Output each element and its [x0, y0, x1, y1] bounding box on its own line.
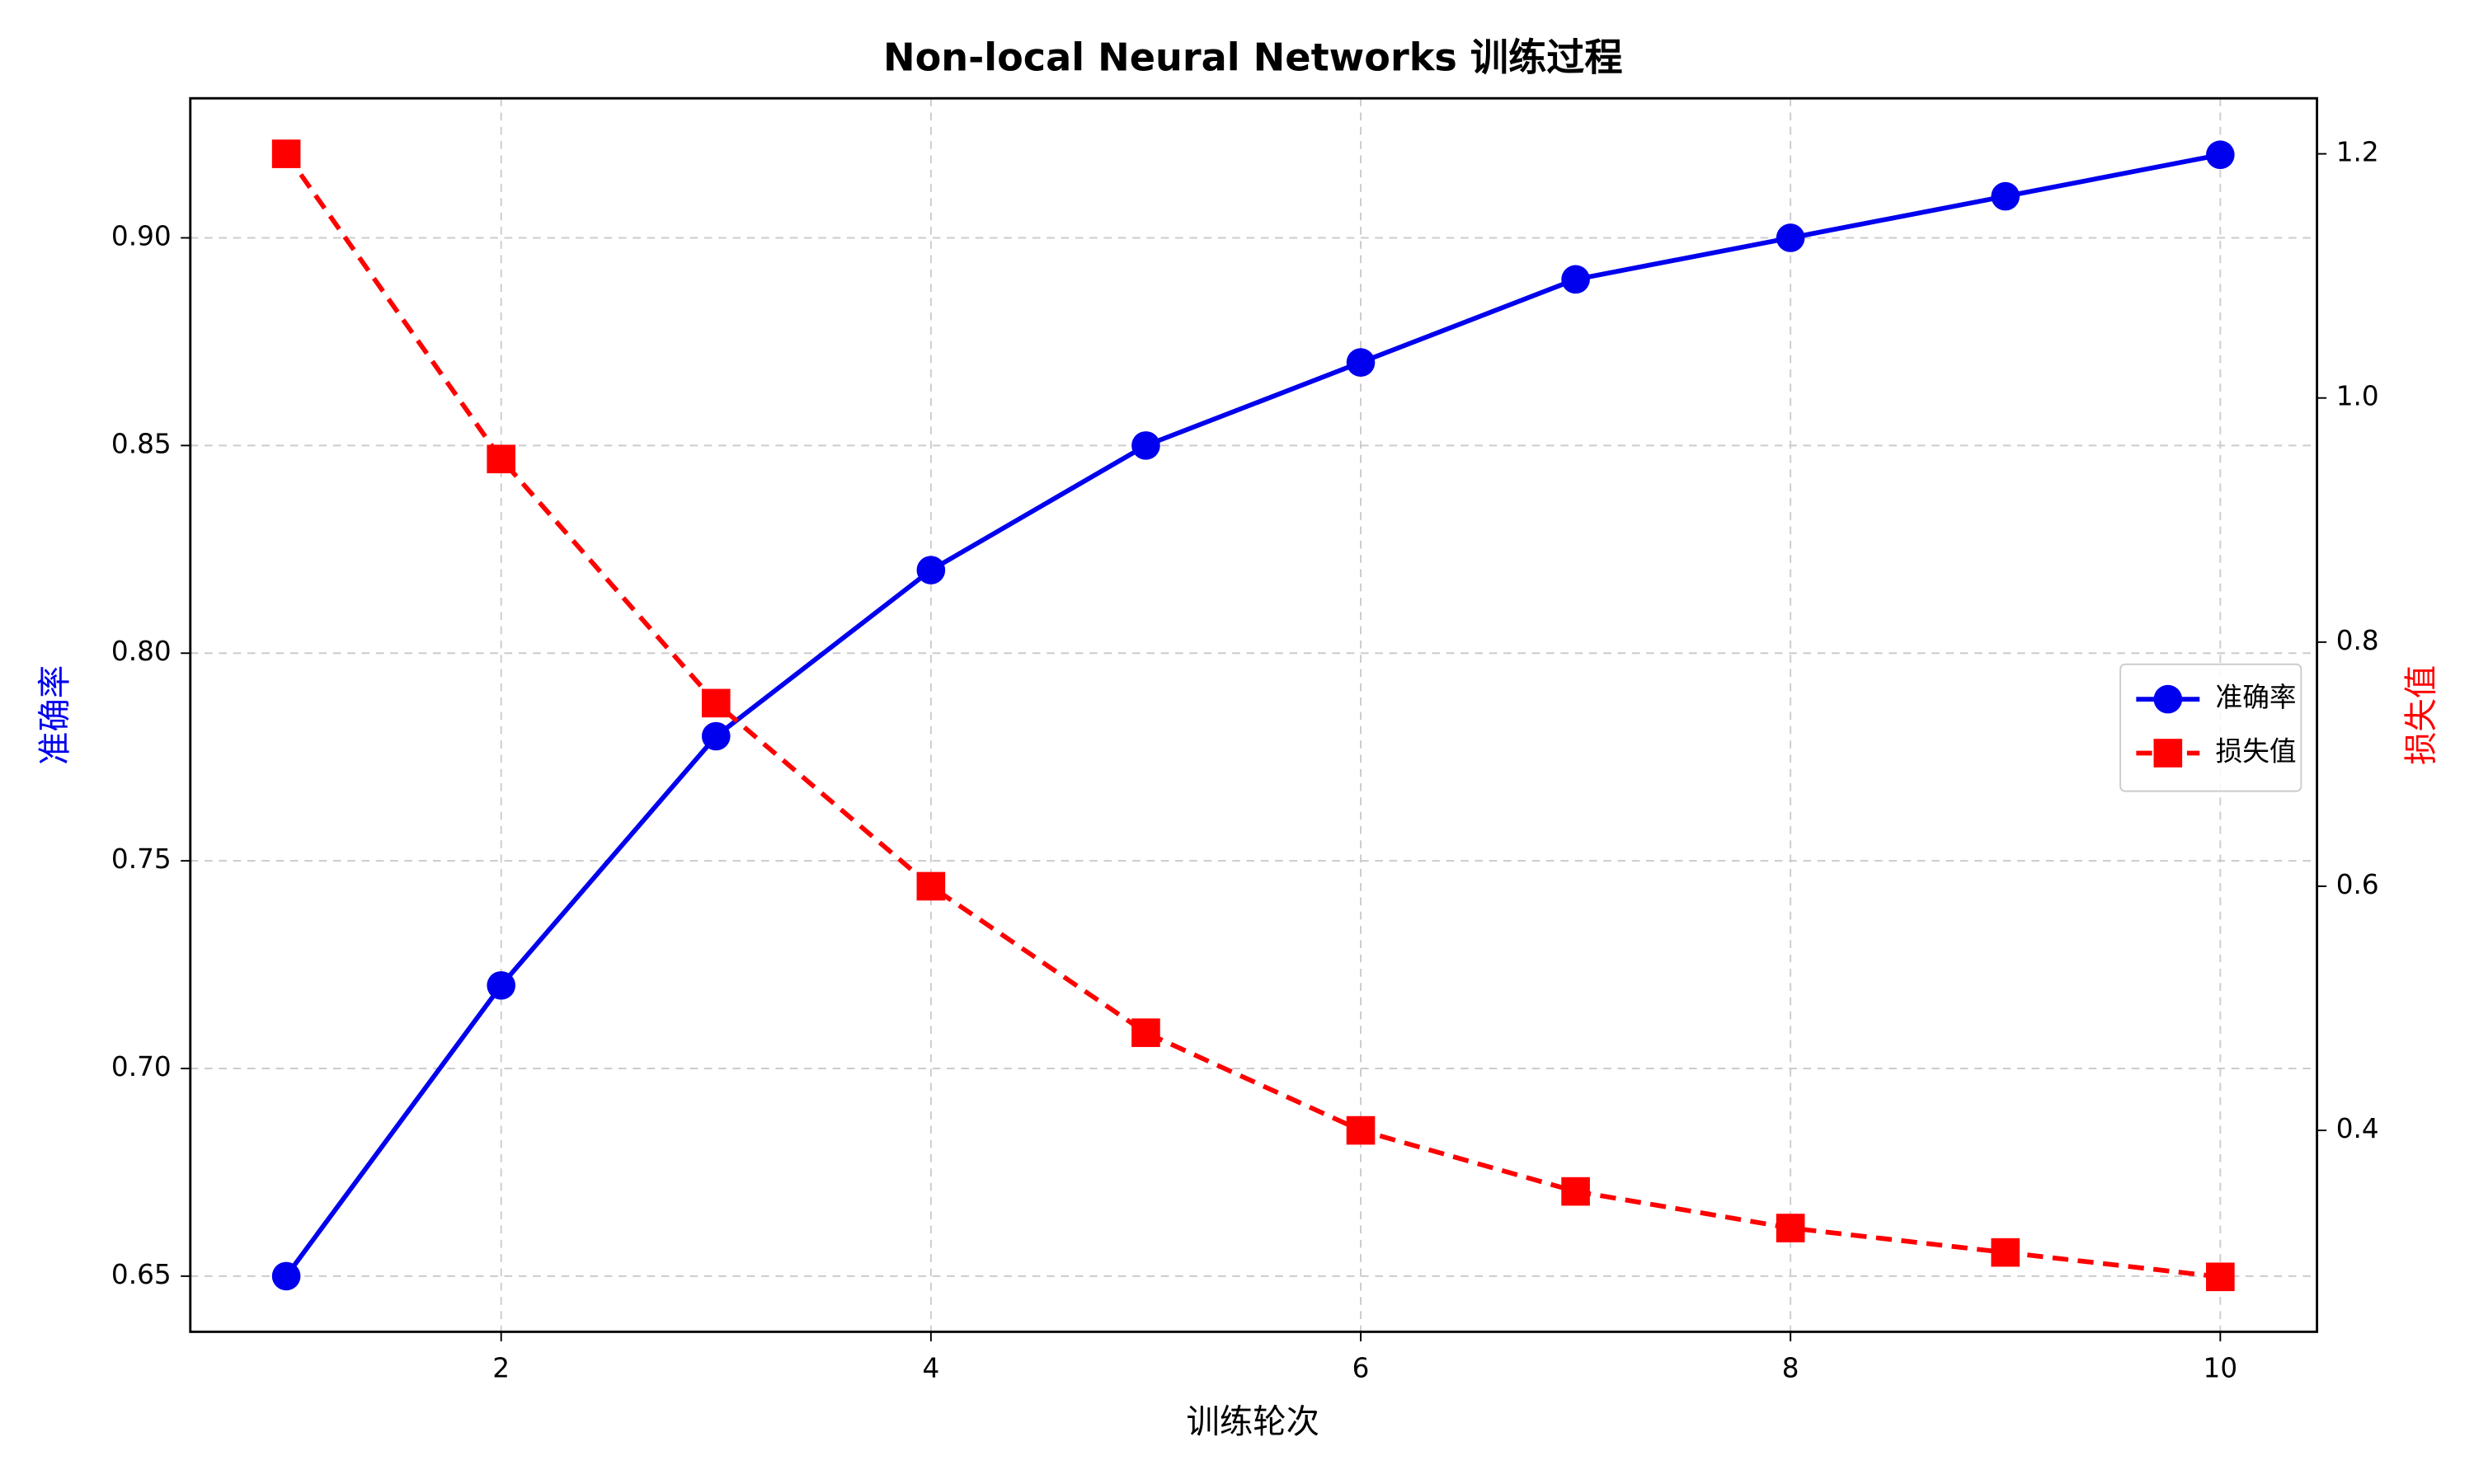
marker [2206, 1262, 2235, 1292]
marker [701, 721, 731, 751]
marker [1346, 348, 1376, 377]
series-line [284, 152, 2221, 1278]
marker [1561, 1176, 1590, 1206]
marker [1776, 223, 1805, 252]
marker [271, 1261, 301, 1291]
x-tick-label: 6 [1352, 1353, 1370, 1384]
y2-tick-label: 0.6 [2336, 869, 2379, 900]
marker [916, 871, 946, 901]
marker [1131, 431, 1160, 460]
y-axis-label: 准确率 [35, 665, 74, 765]
marker [487, 444, 516, 474]
marker [1561, 265, 1590, 294]
y2-tick-label: 0.8 [2336, 625, 2379, 656]
marker [1776, 1214, 1805, 1242]
plot-frame [189, 96, 2319, 1333]
legend-label: 损失值 [2216, 735, 2297, 767]
y-tick-label: 0.85 [111, 428, 172, 459]
marker [1991, 181, 2020, 211]
marker [916, 556, 946, 585]
y2-axis-label: 损失值 [2401, 665, 2440, 765]
marker [2206, 140, 2235, 170]
marker [1991, 1237, 2020, 1267]
legend-label: 准确率 [2216, 682, 2297, 713]
marker [1131, 1018, 1160, 1047]
y-tick-label: 0.80 [111, 636, 172, 667]
marker [271, 139, 301, 168]
x-tick-label: 4 [922, 1353, 939, 1384]
y-tick-label: 0.75 [111, 843, 172, 875]
marker [487, 970, 516, 1000]
y-tick-label: 0.70 [111, 1051, 172, 1082]
marker [701, 688, 731, 718]
x-axis-label: 训练轮次 [1186, 1402, 1319, 1441]
y-tick-label: 0.65 [111, 1259, 172, 1290]
y2-tick-label: 0.4 [2336, 1113, 2379, 1144]
y2-tick-label: 1.2 [2336, 137, 2379, 168]
marker [1346, 1115, 1376, 1145]
x-tick-label: 8 [1782, 1353, 1799, 1384]
x-tick-label: 10 [2204, 1353, 2238, 1384]
y2-tick-label: 1.0 [2336, 381, 2379, 412]
y-tick-label: 0.90 [111, 220, 172, 251]
legend-marker [2153, 739, 2183, 768]
legend-marker [2153, 684, 2183, 714]
x-tick-label: 2 [492, 1353, 510, 1384]
series-line [284, 152, 2221, 1280]
chart-title: Non-local Neural Networks 训练过程 [883, 35, 1623, 80]
